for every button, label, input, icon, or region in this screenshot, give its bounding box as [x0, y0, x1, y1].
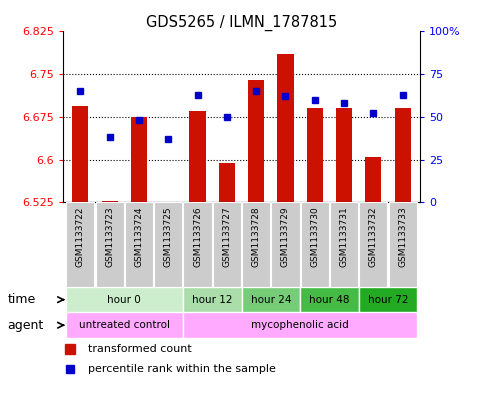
- Bar: [359, 287, 417, 312]
- Text: hour 0: hour 0: [107, 295, 141, 305]
- Text: time: time: [7, 293, 35, 306]
- Text: GSM1133733: GSM1133733: [398, 207, 407, 267]
- Bar: [154, 202, 182, 287]
- Bar: [213, 202, 241, 287]
- Bar: [365, 157, 382, 202]
- Bar: [330, 202, 358, 287]
- Text: percentile rank within the sample: percentile rank within the sample: [88, 364, 276, 374]
- Bar: [183, 312, 417, 338]
- Text: untreated control: untreated control: [79, 320, 170, 330]
- Bar: [271, 202, 299, 287]
- Bar: [219, 163, 235, 202]
- Bar: [242, 202, 270, 287]
- Bar: [395, 108, 411, 202]
- Title: GDS5265 / ILMN_1787815: GDS5265 / ILMN_1787815: [146, 15, 337, 31]
- Text: GSM1133730: GSM1133730: [310, 207, 319, 267]
- Text: mycophenolic acid: mycophenolic acid: [251, 320, 349, 330]
- Bar: [72, 105, 88, 202]
- Text: GSM1133728: GSM1133728: [252, 207, 261, 267]
- Bar: [184, 202, 212, 287]
- Bar: [336, 108, 352, 202]
- Bar: [300, 287, 359, 312]
- Text: GSM1133731: GSM1133731: [340, 207, 349, 267]
- Bar: [183, 287, 242, 312]
- Text: GSM1133724: GSM1133724: [134, 207, 143, 267]
- Bar: [248, 80, 264, 202]
- Bar: [66, 287, 183, 312]
- Text: transformed count: transformed count: [88, 344, 192, 354]
- Text: hour 24: hour 24: [251, 295, 291, 305]
- Text: GSM1133726: GSM1133726: [193, 207, 202, 267]
- Text: GSM1133727: GSM1133727: [222, 207, 231, 267]
- Bar: [96, 202, 124, 287]
- Bar: [189, 111, 206, 202]
- Text: hour 72: hour 72: [368, 295, 408, 305]
- Text: GSM1133723: GSM1133723: [105, 207, 114, 267]
- Bar: [242, 287, 300, 312]
- Bar: [277, 54, 294, 202]
- Text: GSM1133725: GSM1133725: [164, 207, 173, 267]
- Text: GSM1133722: GSM1133722: [76, 207, 85, 267]
- Bar: [131, 117, 147, 202]
- Bar: [301, 202, 329, 287]
- Bar: [388, 202, 417, 287]
- Text: hour 12: hour 12: [192, 295, 232, 305]
- Text: GSM1133729: GSM1133729: [281, 207, 290, 267]
- Bar: [66, 312, 183, 338]
- Text: GSM1133732: GSM1133732: [369, 207, 378, 267]
- Bar: [101, 201, 118, 202]
- Bar: [307, 108, 323, 202]
- Bar: [125, 202, 153, 287]
- Bar: [66, 202, 95, 287]
- Text: agent: agent: [7, 319, 43, 332]
- Bar: [359, 202, 387, 287]
- Text: hour 48: hour 48: [309, 295, 350, 305]
